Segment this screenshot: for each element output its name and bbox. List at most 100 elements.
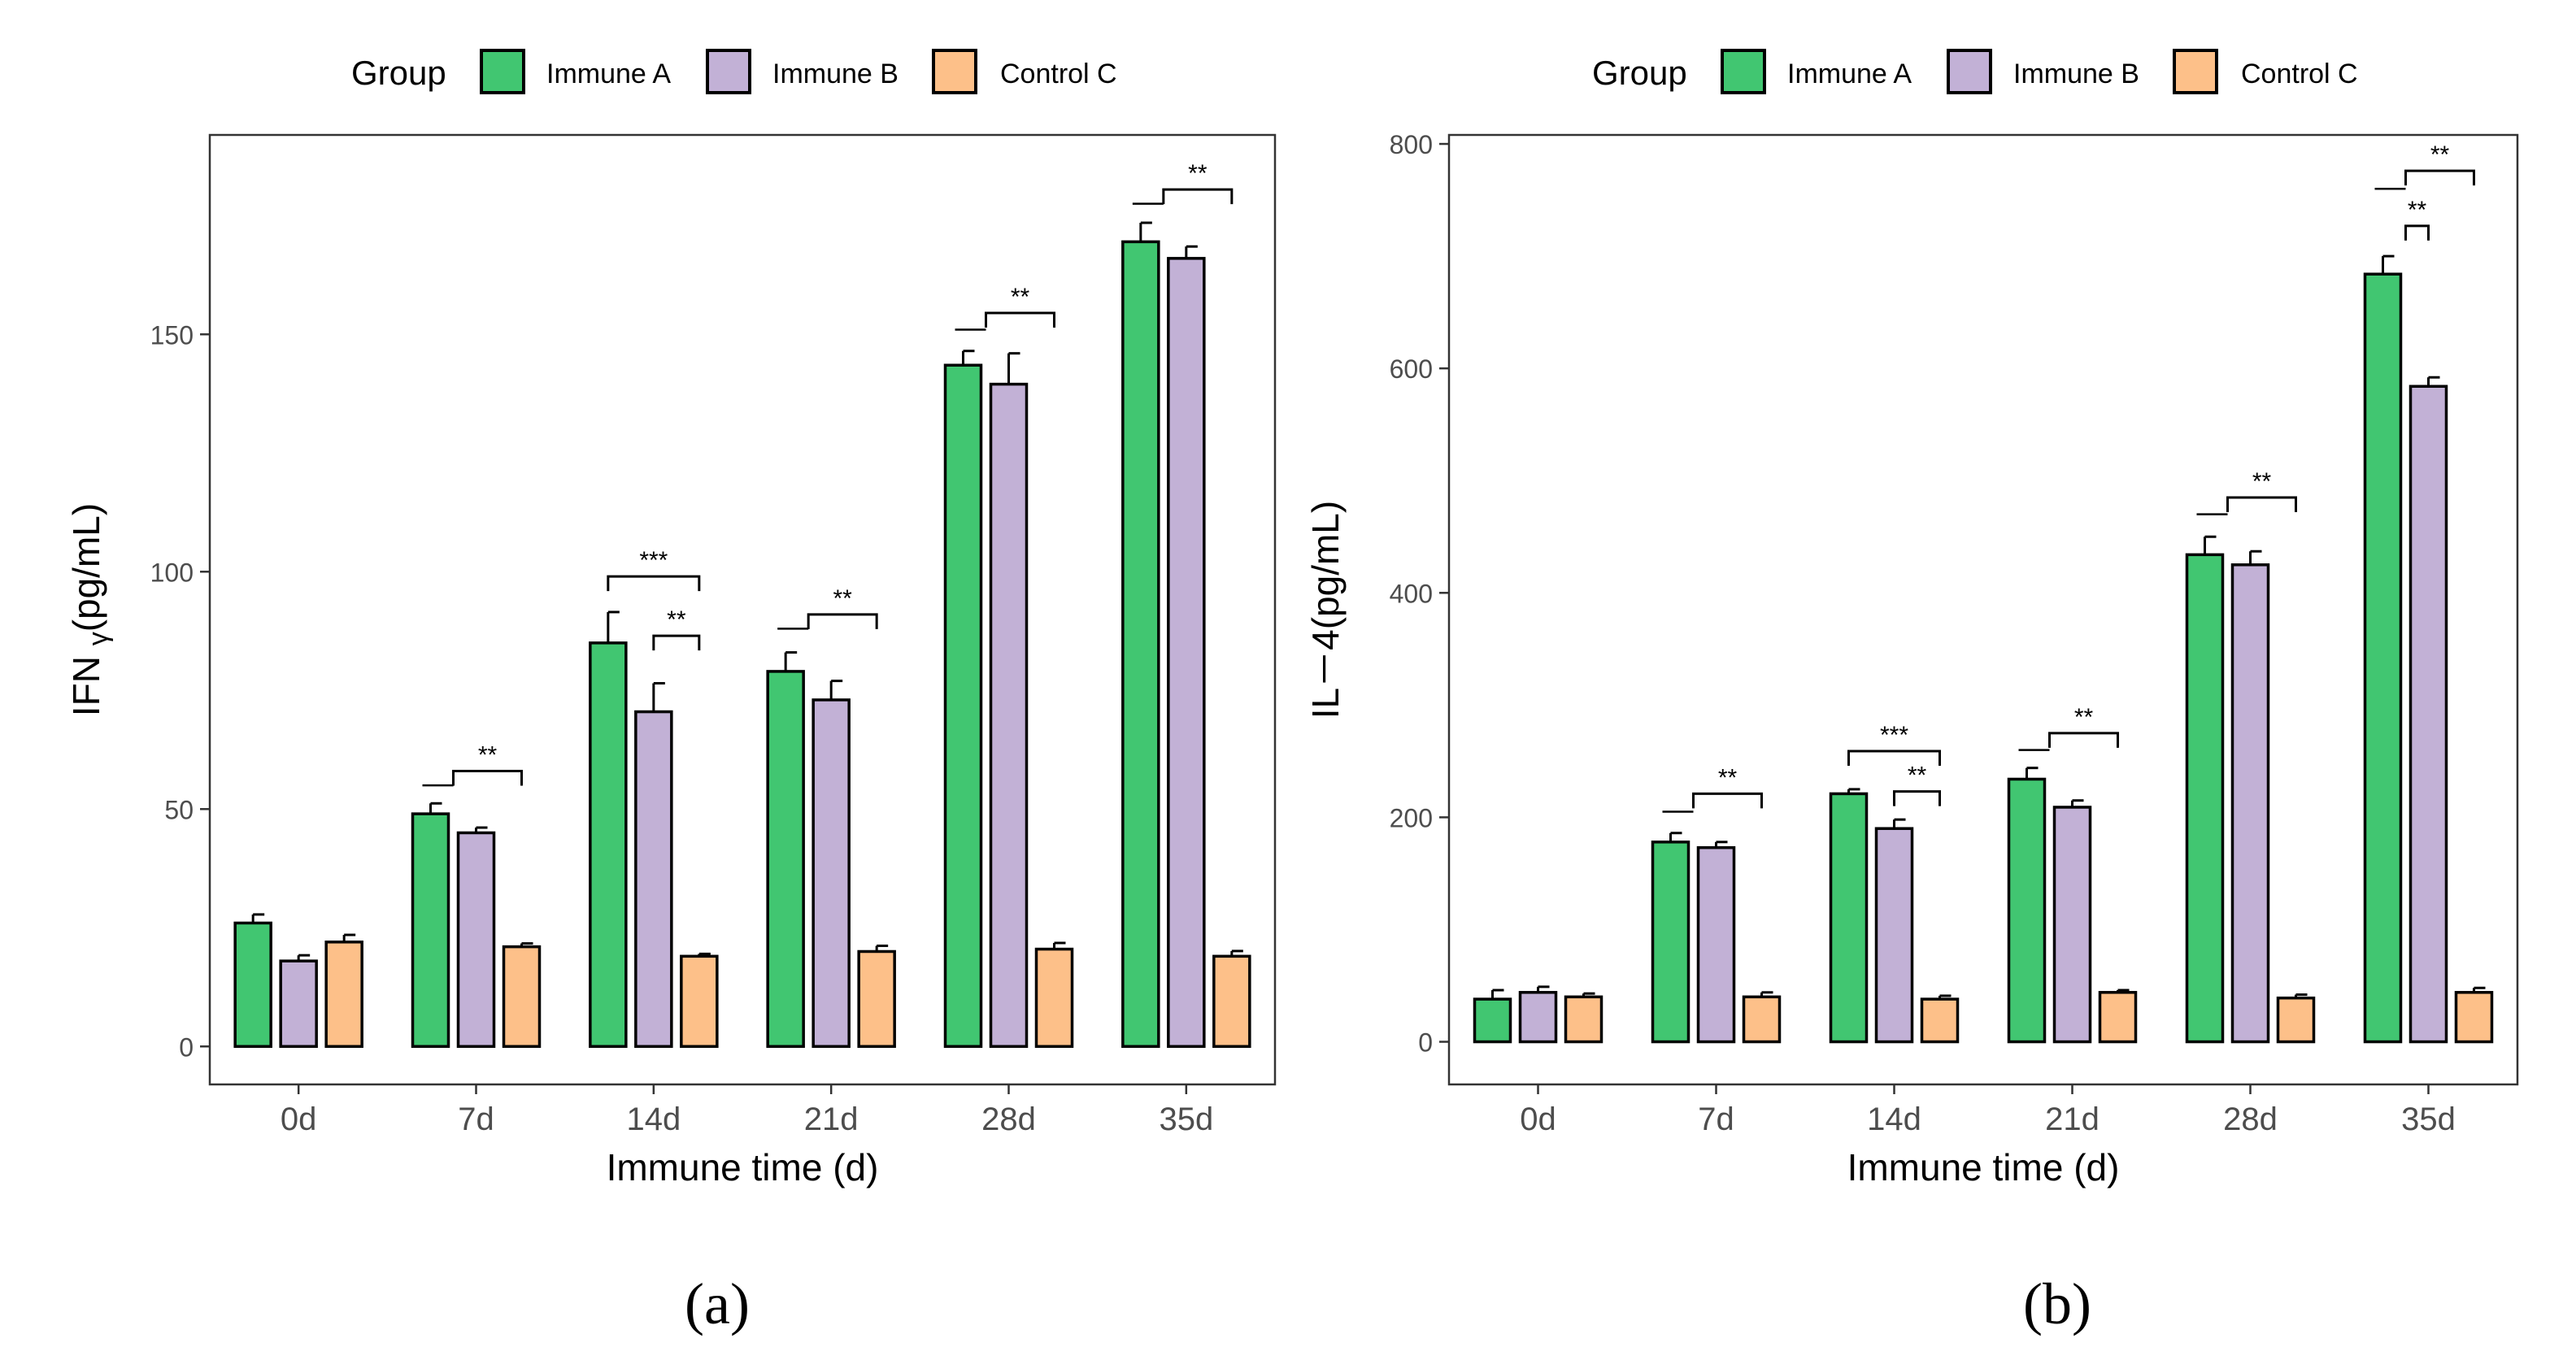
bar-control-c bbox=[2098, 991, 2138, 1044]
bar-immune-a bbox=[2363, 272, 2403, 1044]
significance-label: ** bbox=[1011, 284, 1030, 311]
bar-control-c bbox=[1212, 954, 1251, 1049]
significance-bracket bbox=[652, 634, 701, 651]
legend-title: Group bbox=[1592, 54, 1687, 92]
significance-label: ** bbox=[2430, 141, 2450, 168]
y-axis-title: IFN γ(pg/mL) bbox=[65, 503, 114, 716]
legend-swatch bbox=[1721, 49, 1766, 94]
x-tick-label: 21d bbox=[804, 1101, 859, 1137]
legend-label: Immune B bbox=[772, 59, 899, 89]
bar-immune-b bbox=[812, 698, 851, 1049]
y-axis-title-part: IL－4(pg/mL) bbox=[1304, 501, 1347, 719]
bar-immune-a bbox=[411, 812, 450, 1049]
significance-bracket bbox=[2048, 732, 2119, 748]
x-tick-label: 14d bbox=[626, 1101, 681, 1137]
significance-bracket bbox=[2226, 496, 2297, 512]
significance-bracket bbox=[1847, 750, 1941, 766]
x-tick-label: 0d bbox=[281, 1101, 317, 1137]
bar-immune-a bbox=[1121, 240, 1160, 1049]
y-tick-label: 200 bbox=[1390, 803, 1433, 832]
x-tick-label: 28d bbox=[2223, 1101, 2278, 1137]
bar-control-c bbox=[502, 945, 542, 1049]
chart-panel-a: Group Immune A Immune B Control C 0 50 100 150 *… bbox=[65, 49, 1277, 1336]
bar-control-c bbox=[324, 941, 363, 1049]
significance-label: ** bbox=[2252, 468, 2272, 495]
significance-bracket bbox=[2404, 224, 2430, 241]
bar-immune-b bbox=[2408, 385, 2448, 1044]
y-tick-label: 800 bbox=[1390, 130, 1433, 159]
bar-immune-a bbox=[1829, 792, 1869, 1044]
chart-panel-b: Group Immune A Immune B Control C 0 200 400 600… bbox=[1304, 49, 2519, 1336]
bar-immune-b bbox=[1874, 827, 1914, 1044]
x-tick-label: 7d bbox=[1698, 1101, 1734, 1137]
x-axis-title: Immune time (d) bbox=[607, 1146, 879, 1188]
y-tick-label: 50 bbox=[164, 795, 194, 824]
significance-label: ** bbox=[833, 585, 852, 612]
plot-frame bbox=[1447, 133, 2519, 1086]
bar-control-c bbox=[1920, 997, 1960, 1044]
bar-control-c bbox=[857, 949, 896, 1049]
y-axis-title-part: IFN bbox=[65, 645, 107, 716]
significance-label: ** bbox=[2074, 704, 2094, 731]
y-axis-title-part: γ bbox=[83, 632, 114, 645]
bar-immune-b bbox=[1696, 845, 1736, 1044]
bar-control-c bbox=[1742, 995, 1782, 1044]
bar-control-c bbox=[680, 954, 719, 1049]
bar-immune-a bbox=[589, 641, 628, 1049]
legend-label: Control C bbox=[2241, 59, 2358, 89]
x-tick-label: 7d bbox=[458, 1101, 494, 1137]
bar-immune-b bbox=[989, 382, 1029, 1049]
legend-swatch bbox=[706, 49, 751, 94]
y-tick-label: 100 bbox=[150, 558, 194, 587]
bar-immune-b bbox=[2052, 806, 2092, 1044]
significance-label: *** bbox=[1880, 722, 1908, 749]
significance-label: ** bbox=[667, 606, 686, 633]
x-tick-label: 35d bbox=[2401, 1101, 2456, 1137]
bar-immune-b bbox=[634, 710, 673, 1049]
bar-control-c bbox=[1034, 947, 1074, 1049]
significance-label: ** bbox=[478, 742, 498, 769]
legend-label: Immune A bbox=[1787, 59, 1912, 89]
x-axis-title: Immune time (d) bbox=[1847, 1146, 2120, 1188]
bar-immune-b bbox=[456, 831, 496, 1049]
bar-immune-a bbox=[233, 921, 272, 1049]
significance-label: ** bbox=[1908, 763, 1927, 789]
y-tick-label: 0 bbox=[1418, 1028, 1433, 1058]
significance-bracket bbox=[1162, 188, 1234, 205]
bar-immune-b bbox=[2230, 563, 2270, 1044]
x-tick-label: 21d bbox=[2045, 1101, 2100, 1137]
bar-immune-a bbox=[2007, 777, 2047, 1044]
x-tick-label: 0d bbox=[1520, 1101, 1556, 1137]
bar-immune-a bbox=[1651, 841, 1690, 1044]
y-tick-label: 150 bbox=[150, 320, 194, 350]
y-axis-title-part: (pg/mL) bbox=[65, 503, 107, 632]
significance-bracket bbox=[2404, 169, 2475, 186]
bar-immune-b bbox=[279, 959, 318, 1049]
y-tick-label: 400 bbox=[1390, 579, 1433, 608]
y-tick-label: 0 bbox=[179, 1032, 194, 1062]
bar-control-c bbox=[2276, 996, 2316, 1044]
legend-label: Control C bbox=[1000, 59, 1117, 89]
bar-immune-b bbox=[1167, 257, 1206, 1049]
panel-label: (a) bbox=[685, 1271, 750, 1336]
legend-title: Group bbox=[351, 54, 446, 92]
panel-label: (b) bbox=[2023, 1271, 2091, 1336]
significance-bracket bbox=[985, 311, 1055, 328]
y-axis-title: IL－4(pg/mL) bbox=[1304, 501, 1347, 719]
bar-control-c bbox=[2454, 991, 2494, 1044]
bar-immune-a bbox=[1473, 997, 1512, 1044]
bar-immune-a bbox=[943, 363, 983, 1049]
plot-frame bbox=[208, 133, 1277, 1086]
significance-bracket bbox=[807, 613, 878, 629]
significance-label: ** bbox=[1718, 764, 1738, 791]
x-tick-label: 35d bbox=[1159, 1101, 1213, 1137]
bar-immune-a bbox=[2185, 553, 2225, 1044]
x-tick-label: 28d bbox=[981, 1101, 1036, 1137]
significance-bracket bbox=[452, 770, 523, 786]
legend-swatch bbox=[932, 49, 977, 94]
significance-bracket bbox=[1893, 790, 1941, 806]
significance-bracket bbox=[607, 575, 701, 592]
bar-immune-b bbox=[1518, 991, 1558, 1044]
significance-label: ** bbox=[2408, 197, 2427, 224]
